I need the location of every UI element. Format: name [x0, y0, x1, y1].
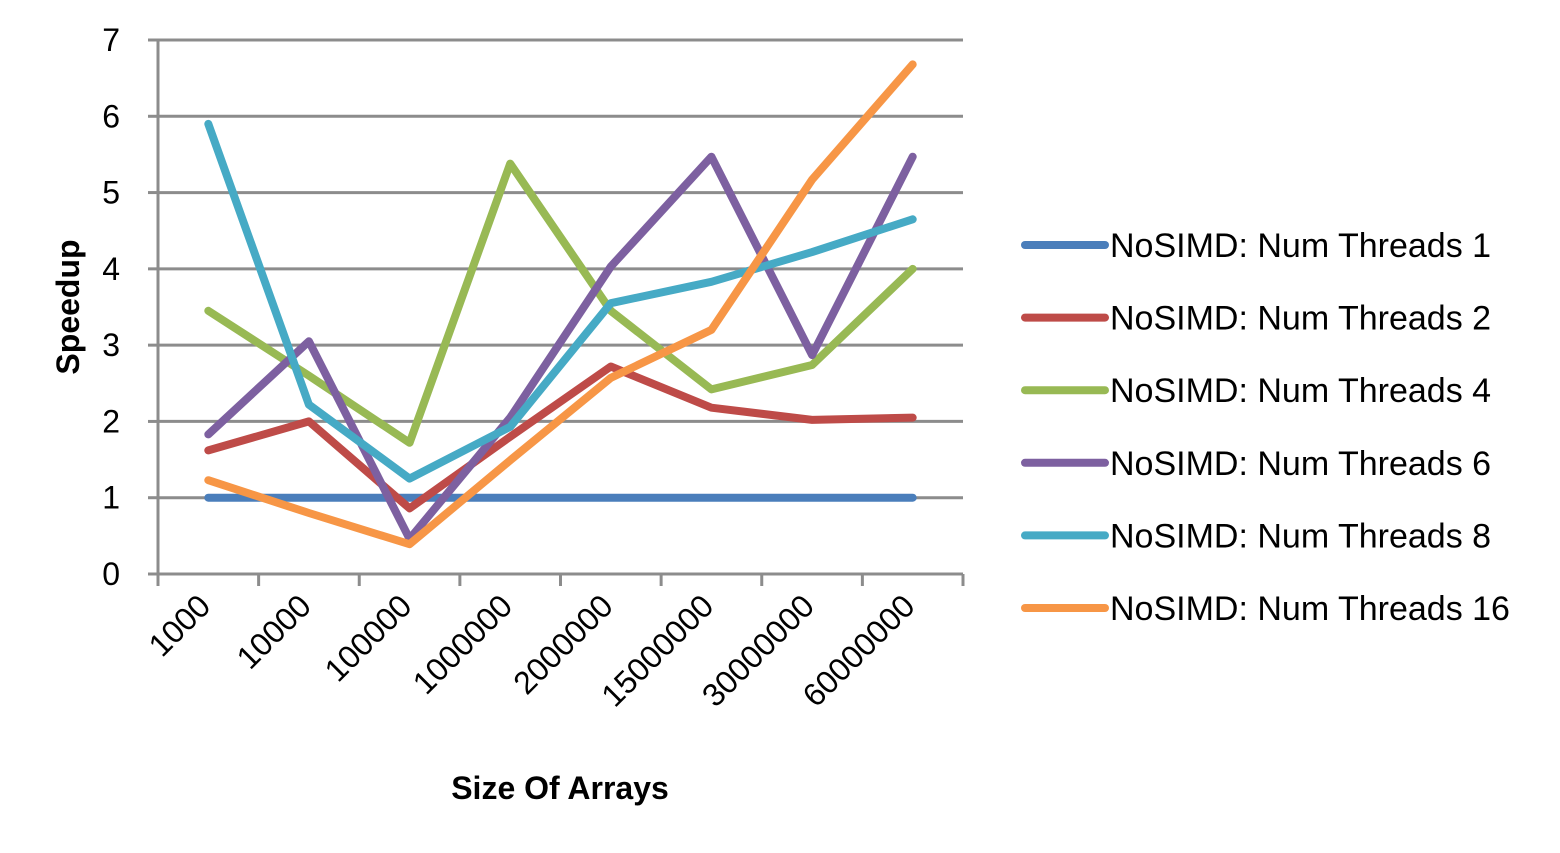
y-tick-label: 6	[102, 98, 120, 134]
series-line-3	[204, 159, 917, 447]
y-tick-label: 3	[102, 327, 120, 363]
legend-label: NoSIMD: Num Threads 16	[1110, 590, 1510, 628]
x-tick-label: 1000000	[406, 587, 520, 701]
y-tick-label: 1	[102, 480, 120, 516]
legend-label: NoSIMD: Num Threads 6	[1110, 445, 1491, 483]
x-tick-label: 100000	[318, 587, 419, 688]
series-lines	[204, 60, 917, 549]
legend-label: NoSIMD: Num Threads 2	[1110, 300, 1491, 338]
y-tick-label: 7	[102, 22, 120, 58]
x-tick-label: 1000	[141, 587, 217, 663]
y-tick-label: 2	[102, 403, 120, 439]
x-tick-label: 10000	[230, 587, 318, 675]
y-tick-label: 4	[102, 251, 120, 287]
series-line-2	[204, 362, 917, 513]
series-line-6	[204, 60, 917, 549]
y-tick-label: 5	[102, 175, 120, 211]
y-axis-title: Speedup	[50, 239, 86, 374]
series-line-4	[204, 152, 917, 543]
x-axis-title: Size Of Arrays	[451, 770, 669, 806]
legend-label: NoSIMD: Num Threads 1	[1110, 227, 1491, 265]
legend-label: NoSIMD: Num Threads 4	[1110, 372, 1491, 410]
series-line-5	[204, 119, 917, 483]
legend-label: NoSIMD: Num Threads 8	[1110, 517, 1491, 555]
legend: NoSIMD: Num Threads 1 NoSIMD: Num Threads…	[1021, 227, 1510, 628]
y-tick-label: 0	[102, 556, 120, 592]
